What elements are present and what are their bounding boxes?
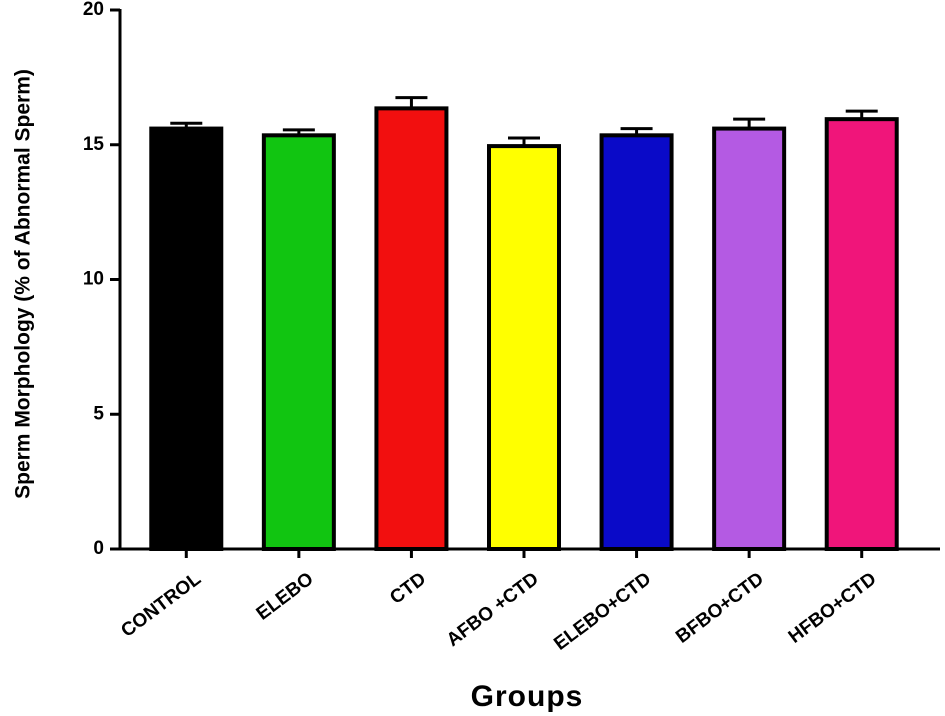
bar [487,144,561,551]
category-label: CTD [386,568,430,608]
bar [599,133,674,551]
bar-group [149,121,224,552]
y-axis-label: Sperm Morphology (% of Abnormal Sperm) [12,69,35,499]
y-tick-label: 20 [83,0,104,20]
category-label: ELEBO [253,568,318,624]
bar [374,106,449,552]
y-tick-label: 0 [93,538,104,559]
y-tick-label: 15 [83,134,105,155]
y-axis: 0 5 10 15 20 [83,0,122,559]
bar [261,133,336,551]
category-label: BFBO+CTD [672,568,768,647]
bar [712,126,787,552]
bar-group [712,117,787,552]
category-label: CONTROL [117,568,205,642]
category-label: AFBO +CTD [443,568,543,651]
x-axis: CONTROL ELEBO CTD AFBO +CTD ELEBO+CTD BFBO+CT… [117,547,940,655]
bar [824,117,899,552]
bar-group [374,96,449,552]
category-label: HFBO+CTD [785,568,881,647]
category-label: ELEBO+CTD [550,568,655,654]
y-tick-label: 10 [83,269,104,290]
y-tick-label: 5 [93,403,104,424]
x-axis-label: Groups [471,680,584,713]
bars [149,96,899,552]
bar-group [824,109,899,552]
bar-group [599,127,674,551]
bar-group [487,136,561,551]
bar-group [261,128,336,551]
bar [149,126,224,552]
